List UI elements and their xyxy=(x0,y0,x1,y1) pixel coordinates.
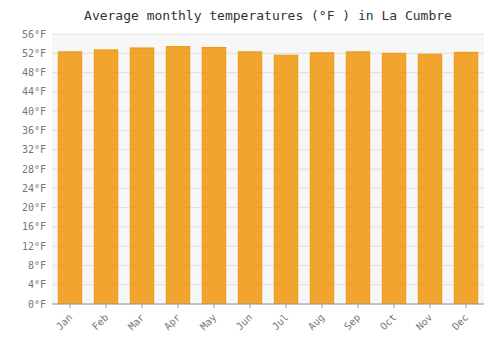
x-tick-label: Jan xyxy=(54,312,75,333)
bar xyxy=(166,47,189,304)
bar xyxy=(202,48,225,305)
y-tick-label: 48°F xyxy=(22,67,46,78)
y-tick-label: 32°F xyxy=(22,144,46,155)
bar xyxy=(58,52,81,304)
x-tick xyxy=(250,304,251,308)
y-tick-label: 36°F xyxy=(22,125,46,136)
y-axis: 0°F 4°F 8°F 12°F 16°F 20°F 24°F 28°F 32°F 36°F 40°… xyxy=(22,29,484,310)
x-tick-label: Jul xyxy=(270,312,291,333)
bar xyxy=(418,54,441,304)
bar xyxy=(346,52,369,304)
x-tick-label: Apr xyxy=(162,312,183,333)
y-tick-label: 20°F xyxy=(22,202,46,213)
x-tick-label: Dec xyxy=(450,312,471,333)
x-tick-label: Mar xyxy=(126,312,147,333)
y-tick-label: 4°F xyxy=(28,279,46,290)
y-tick-label: 16°F xyxy=(22,221,46,232)
y-tick-label: 52°F xyxy=(22,48,46,59)
y-tick-label: 0°F xyxy=(28,299,46,310)
x-tick xyxy=(430,304,431,308)
bar xyxy=(382,53,405,304)
chart: 0°F 4°F 8°F 12°F 16°F 20°F 24°F 28°F 32°F 36°F 40°… xyxy=(0,0,500,350)
bar xyxy=(94,50,117,304)
x-tick-label: May xyxy=(198,312,219,333)
y-tick-label: 40°F xyxy=(22,106,46,117)
x-tick xyxy=(358,304,359,308)
x-tick-label: Sep xyxy=(342,312,363,333)
x-tick xyxy=(394,304,395,308)
plot-area xyxy=(52,34,484,304)
x-tick-label: Jun xyxy=(234,312,255,333)
x-axis-line xyxy=(52,304,484,305)
x-tick-label: Aug xyxy=(306,312,327,333)
grid-line xyxy=(52,304,484,305)
x-tick xyxy=(322,304,323,308)
grid-line xyxy=(52,34,484,35)
bar xyxy=(310,53,333,304)
x-tick xyxy=(214,304,215,308)
x-tick xyxy=(178,304,179,308)
bar xyxy=(274,55,297,304)
y-tick-label: 56°F xyxy=(22,29,46,40)
bars xyxy=(58,47,477,304)
x-tick xyxy=(142,304,143,308)
bar xyxy=(454,52,477,304)
x-tick xyxy=(106,304,107,308)
bar xyxy=(130,48,153,304)
x-axis: Jan Feb Mar Apr May Jun Jul Aug Sep Oct Nov Dec xyxy=(52,304,484,332)
x-tick xyxy=(286,304,287,308)
bar xyxy=(238,52,261,304)
y-tick-label: 12°F xyxy=(22,241,46,252)
x-tick-label: Feb xyxy=(90,312,111,333)
y-tick-label: 28°F xyxy=(22,164,46,175)
x-tick-label: Nov xyxy=(414,312,435,333)
x-tick xyxy=(466,304,467,308)
y-tick-label: 8°F xyxy=(28,260,46,271)
title: Average monthly temperatures (°F ) in La… xyxy=(84,8,452,23)
y-tick-label: 44°F xyxy=(22,86,46,97)
y-tick-label: 24°F xyxy=(22,183,46,194)
x-tick xyxy=(70,304,71,308)
x-tick-label: Oct xyxy=(378,312,399,333)
